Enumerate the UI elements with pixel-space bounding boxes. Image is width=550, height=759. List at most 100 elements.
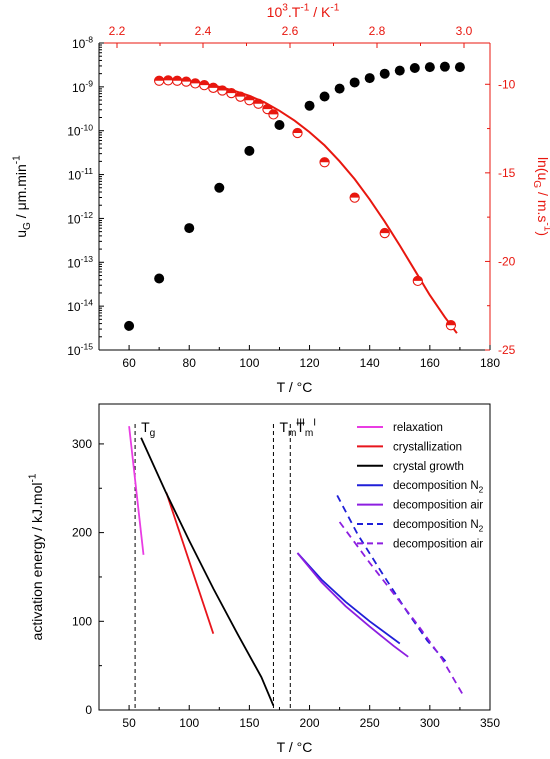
x-tick-label-part: 100 (179, 716, 199, 730)
y-tick-label: 10-8 (72, 35, 93, 51)
y-tick-label-part: -15 (81, 342, 94, 352)
x2-tick-label: 2.8 (369, 24, 386, 38)
x2-axis-label-part: / K (309, 4, 331, 20)
legend-label-part: decomposition air (393, 538, 483, 550)
y-tick-label-part: 10 (67, 256, 81, 270)
data-point-red-fill (217, 85, 227, 91)
y-tick-label-part: 200 (72, 526, 92, 540)
y2-tick-label-part: -25 (498, 343, 516, 357)
x-tick-label-part: 180 (480, 356, 500, 370)
data-point-black (319, 91, 330, 102)
data-point-black (184, 223, 195, 234)
data-point-black (454, 62, 465, 73)
data-point-black (124, 320, 135, 331)
data-point-red-fill (380, 228, 390, 234)
y2-axis-label-part: -1 (541, 222, 550, 231)
y2-tick-label: -25 (498, 343, 516, 357)
data-point-red-fill (163, 75, 173, 81)
y2-axis-label-part: / m.s (535, 188, 550, 222)
y-tick-label: 0 (85, 703, 92, 717)
data-point-red (445, 320, 457, 331)
legend-label-part: 2 (479, 485, 484, 495)
y2-axis-label-part: ln(u (535, 157, 550, 180)
vline-label-part: g (150, 428, 156, 439)
x-tick-label-part: 350 (480, 716, 500, 730)
data-point-red (235, 91, 246, 102)
x2-tick-label-part: 3.0 (456, 24, 473, 38)
data-point-red (319, 157, 330, 168)
data-point-red-fill (199, 80, 209, 86)
y2-axis-label-part: ) (535, 231, 550, 236)
y-axis-label-part: -1 (12, 155, 23, 164)
legend-label: relaxation (393, 422, 443, 434)
y2-tick-label-part: -20 (498, 254, 516, 268)
y-tick-label: 200 (72, 526, 92, 540)
x-tick-label-part: 100 (239, 356, 259, 370)
x-tick-label-part: 120 (300, 356, 320, 370)
x2-tick-label: 3.0 (456, 24, 473, 38)
series-line (128, 426, 145, 555)
x-tick-label: 100 (239, 356, 259, 370)
data-point-black (214, 182, 225, 193)
data-point-black (274, 120, 285, 131)
series-line (336, 494, 447, 662)
x2-tick-label-part: 2.6 (282, 24, 299, 38)
y2-axis-label-part: G (531, 180, 542, 188)
data-point-red-fill (268, 109, 279, 115)
x-tick-label-part: 250 (360, 716, 380, 730)
y-axis-label-part: activation energy / kJ.mol (29, 483, 45, 641)
y-axis-label-part: G (22, 222, 33, 230)
series-line (296, 552, 401, 645)
y-axis-label: activation energy / kJ.mol-1 (28, 473, 45, 640)
x-tick-label: 160 (420, 356, 440, 370)
legend-label: decomposition air (393, 538, 483, 550)
y-tick-label-part: 100 (72, 614, 92, 628)
legend-label: crystallization (393, 441, 462, 453)
x-tick-label: 120 (300, 356, 320, 370)
data-point-black (364, 73, 375, 84)
y-tick-label: 10-13 (67, 254, 93, 270)
fit-line (156, 78, 458, 334)
legend-label-part: decomposition N (393, 480, 479, 492)
data-point-red-fill (413, 276, 423, 281)
x2-axis-label-part: -1 (300, 3, 309, 14)
y-tick-label-part: 10 (72, 37, 86, 51)
x2-axis-label-part: 3 (282, 3, 288, 14)
y-tick-label-part: 10 (72, 81, 86, 95)
vline-label: Tg (141, 419, 155, 439)
x-tick-label-part: 200 (300, 716, 320, 730)
plot-frame (98, 403, 491, 711)
data-point-red (190, 78, 201, 89)
y-tick-label-part: -11 (81, 166, 93, 176)
y-tick-label: 10-14 (67, 298, 93, 314)
legend-label: decomposition air (393, 500, 483, 512)
data-point-red-fill (292, 128, 303, 133)
x-axis-label: T / °C (277, 739, 313, 755)
vline-label-part: m (305, 428, 313, 439)
legend-label-part: decomposition N (393, 519, 479, 531)
series-line (296, 552, 409, 658)
series-line (338, 521, 465, 697)
data-point-red (208, 82, 219, 93)
y-tick-label-part: -9 (85, 78, 93, 88)
vline-label: TmI (296, 418, 316, 440)
data-point-red (412, 275, 423, 287)
data-point-red-fill (235, 92, 245, 97)
x2-tick-label-part: 2.4 (195, 24, 212, 38)
data-point-red-fill (208, 83, 218, 88)
x2-axis-label-part: .T (288, 4, 301, 20)
data-point-red-fill (350, 193, 360, 198)
x-axis-label: T / °C (277, 379, 313, 395)
data-point-red (154, 75, 165, 86)
data-point-red-fill (253, 99, 264, 104)
data-point-black (409, 62, 420, 73)
y-axis-label: uG / μm.min-1 (12, 155, 34, 238)
legend-label: crystal growth (393, 461, 464, 473)
y-tick-label: 100 (72, 614, 92, 628)
y-tick-label: 10-12 (67, 210, 93, 226)
data-point-red-fill (172, 76, 182, 81)
y-axis-label-part: u (13, 230, 29, 238)
data-point-red (244, 95, 255, 106)
